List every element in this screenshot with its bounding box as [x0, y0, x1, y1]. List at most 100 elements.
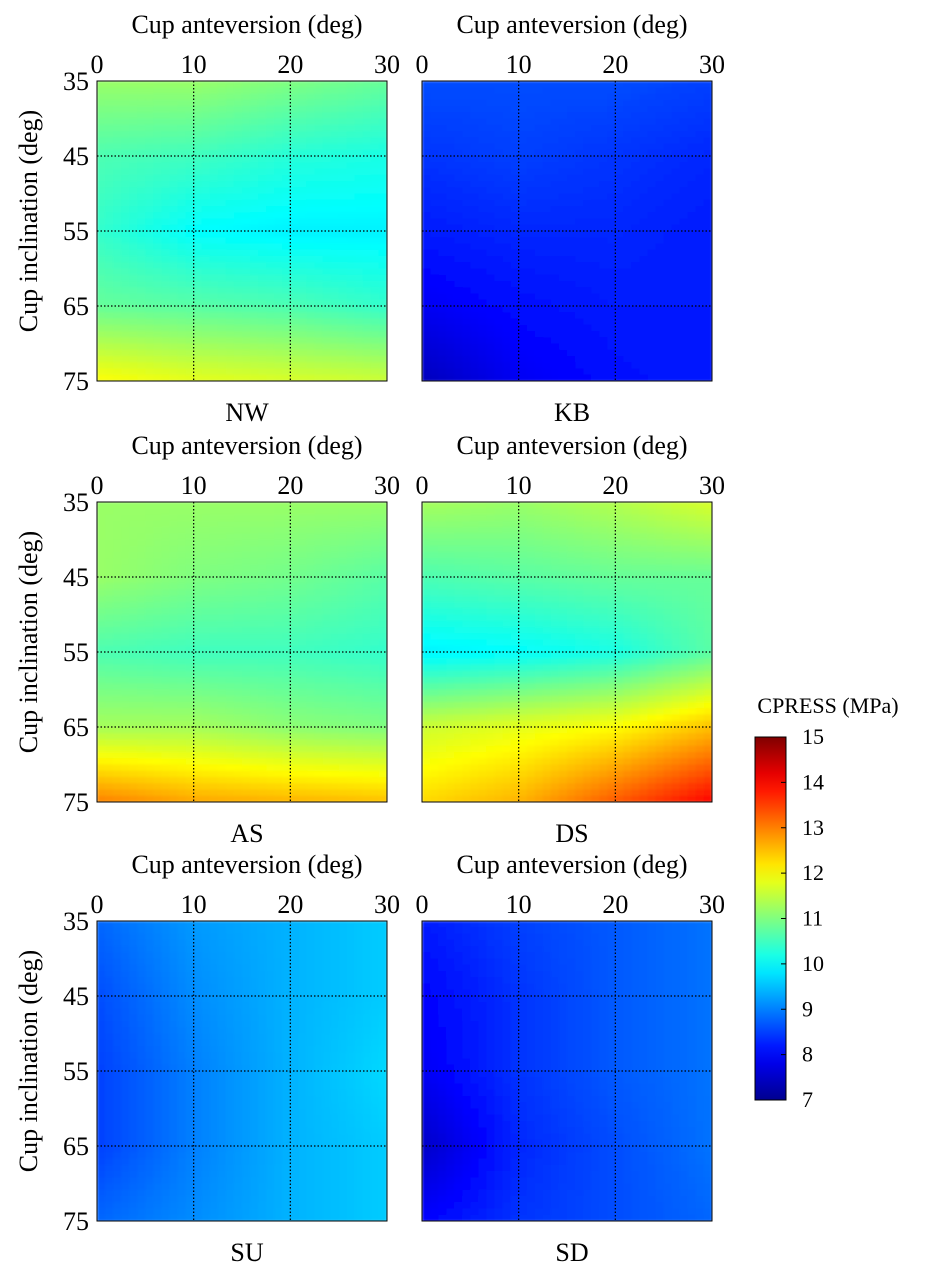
data-cell [121, 131, 130, 138]
data-cell [338, 664, 348, 672]
data-cell [502, 187, 512, 195]
x-axis-label: Cup anteversion (deg) [131, 10, 362, 39]
data-cell [233, 733, 243, 741]
data-cell [145, 577, 154, 584]
data-cell [169, 708, 179, 716]
data-cell [153, 520, 163, 528]
data-cell [583, 181, 592, 188]
data-cell [599, 206, 608, 213]
data-cell [494, 162, 504, 170]
data-cell [121, 595, 130, 603]
data-cell [306, 224, 316, 232]
data-cell [225, 577, 235, 584]
data-cell [209, 162, 219, 170]
data-cell [290, 527, 299, 534]
data-cell [314, 374, 324, 381]
data-cell [298, 664, 308, 672]
data-cell [478, 318, 488, 326]
data-cell [298, 349, 308, 357]
data-cell [470, 368, 479, 376]
data-cell [346, 533, 356, 541]
data-cell [217, 112, 227, 120]
data-cell [354, 608, 364, 616]
data-cell [185, 714, 195, 722]
data-cell [217, 508, 227, 516]
data-cell [338, 99, 348, 107]
data-cell [209, 758, 219, 766]
data-cell [346, 374, 356, 381]
data-cell [478, 224, 488, 232]
data-cell [298, 583, 308, 591]
data-cell [145, 212, 154, 220]
data-cell [599, 93, 608, 101]
data-cell [655, 299, 665, 307]
data-cell [105, 162, 114, 170]
data-cell [137, 349, 146, 357]
data-cell [687, 199, 697, 207]
data-cell [161, 137, 171, 145]
data-cell [502, 368, 512, 376]
data-cell [153, 533, 163, 541]
data-cell [169, 87, 179, 95]
data-cell [362, 633, 372, 641]
data-cell [177, 627, 187, 634]
data-cell [225, 174, 235, 182]
data-cell [137, 212, 146, 220]
data-cell [258, 81, 267, 88]
data-cell [378, 143, 387, 151]
data-cell [201, 249, 211, 257]
data-cell [607, 193, 616, 201]
data-cell [129, 733, 138, 741]
data-cell [615, 349, 624, 357]
data-cell [242, 552, 251, 559]
data-cell [607, 106, 616, 113]
data-cell [550, 262, 560, 270]
data-cell [298, 702, 308, 709]
data-cell [97, 520, 106, 528]
data-cell [266, 143, 275, 151]
data-cell [250, 514, 259, 522]
data-cell [534, 81, 544, 88]
data-cell [258, 564, 267, 572]
data-cell [250, 81, 259, 88]
data-cell [454, 343, 463, 351]
data-cell [153, 362, 163, 370]
data-cell [478, 206, 488, 213]
data-cell [446, 343, 455, 351]
data-cell [631, 131, 641, 138]
data-cell [354, 143, 364, 151]
data-cell [129, 577, 138, 584]
data-cell [679, 293, 689, 301]
data-cell [362, 331, 372, 338]
data-cell [250, 595, 259, 603]
data-cell [510, 249, 520, 257]
data-cell [438, 131, 447, 138]
data-cell [314, 520, 324, 528]
data-cell [137, 318, 146, 326]
data-cell [201, 174, 211, 182]
data-cell [113, 99, 122, 107]
data-cell [454, 243, 463, 251]
data-cell [242, 720, 251, 728]
data-cell [290, 614, 299, 622]
data-cell [97, 349, 106, 357]
data-cell [217, 143, 227, 151]
data-cell [225, 143, 235, 151]
data-cell [121, 739, 130, 747]
data-cell [639, 331, 649, 338]
data-cell [639, 218, 649, 226]
data-cell [470, 274, 479, 282]
data-cell [567, 206, 576, 213]
data-cell [290, 758, 299, 766]
data-cell [502, 237, 512, 245]
data-cell [542, 306, 552, 313]
data-cell [599, 349, 608, 357]
data-cell [121, 187, 130, 195]
data-cell [647, 81, 657, 88]
data-cell [575, 212, 584, 220]
data-cell [258, 193, 267, 201]
data-cell [153, 306, 163, 313]
data-cell [446, 224, 455, 232]
data-cell [430, 174, 439, 182]
